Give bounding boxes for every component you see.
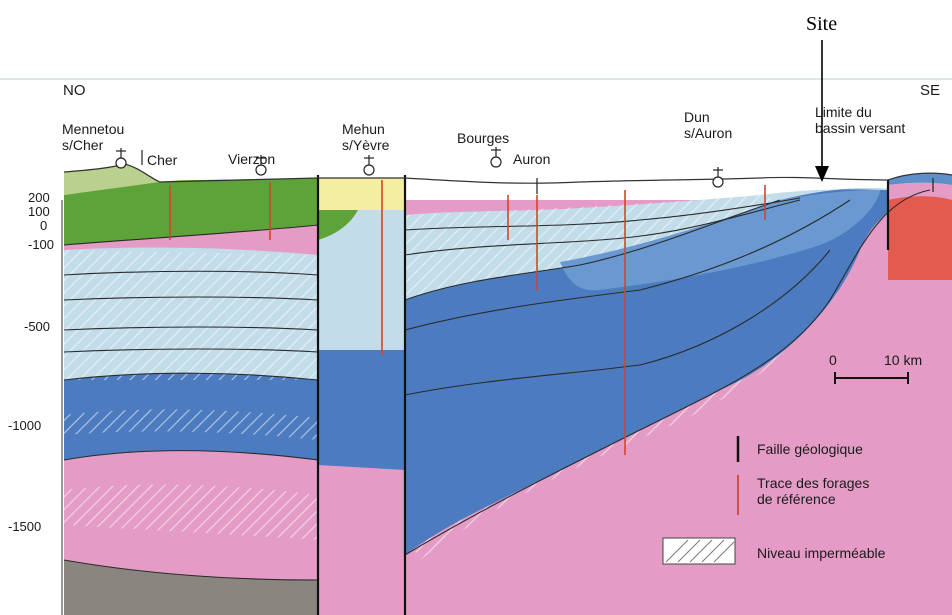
light-green-layer: [64, 164, 160, 195]
place-vierzon: Vierzon: [228, 151, 275, 167]
deep-blue-layer-right: [405, 188, 952, 555]
pink-layer-middle: [318, 460, 405, 615]
pink-layer-far-right: [888, 182, 952, 200]
yellow-surface-middle: [318, 178, 405, 210]
site-arrow: [815, 40, 829, 182]
light-blue-hatch-right: [405, 195, 780, 300]
orientation-left: NO: [63, 82, 86, 99]
boreholes: [169, 180, 766, 455]
orientation-right: SE: [920, 82, 940, 99]
place-mennetou: Mennetou s/Cher: [62, 121, 124, 153]
light-blue-layer-middle: [318, 255, 405, 350]
gray-layer-left: [64, 560, 318, 615]
place-labels: Mennetou s/Cher Cher Vierzon Mehun s/Yèvre…: [62, 104, 905, 168]
site-label: Site: [806, 13, 837, 35]
place-auron: Auron: [513, 151, 550, 167]
legend-hatch-label: Niveau imperméable: [757, 545, 886, 561]
scale-zero: 0: [829, 352, 837, 368]
deep-blue-hatch: [64, 409, 318, 440]
place-cher: Cher: [147, 152, 178, 168]
place-limite: Limite du bassin versant: [815, 104, 905, 136]
depth-label: -100: [28, 237, 54, 252]
green-layer: [64, 178, 318, 245]
red-layer-right: [888, 195, 952, 280]
place-dun: Dun s/Auron: [684, 109, 732, 141]
faults: [316, 175, 890, 615]
depth-axis: 200 100 0 -100 -500 -1000 -1500: [8, 190, 63, 615]
pink-layer-right: [405, 190, 952, 615]
pink-band-hatch: [64, 484, 318, 540]
town-marker-bourges: [490, 147, 502, 168]
legend-fault-label: Faille géologique: [757, 441, 863, 457]
place-bourges: Bourges: [457, 130, 509, 146]
medium-blue-band-right: [560, 190, 880, 291]
strata: [64, 164, 952, 615]
place-mehun: Mehun s/Yèvre: [342, 121, 390, 153]
light-blue-surface-middle: [318, 210, 405, 255]
legend-hatch-symbol: [662, 537, 736, 565]
scale-distance: 10 km: [884, 352, 922, 368]
depth-label: -500: [24, 319, 50, 334]
depth-label: -1500: [8, 519, 41, 534]
town-marker-vierzon: [255, 155, 267, 176]
town-marker-mehun: [363, 155, 375, 176]
depth-label: 0: [40, 218, 47, 233]
town-marker-mennetou: [115, 148, 127, 169]
layer-boundaries: [64, 189, 931, 581]
light-blue-hatch-left: [64, 250, 318, 380]
ground-surface: [63, 163, 952, 184]
deep-blue-layer-middle: [318, 350, 405, 470]
green-layer-middle: [318, 210, 358, 240]
legend-borehole-label: Trace des forages de référence: [757, 475, 869, 507]
depth-label: -1000: [8, 418, 41, 433]
legend: Faille géologique Trace des forages de ré…: [662, 436, 886, 565]
depth-label: 200: [28, 190, 50, 205]
town-markers: [115, 147, 934, 194]
town-marker-dun: [712, 167, 724, 188]
depth-label: 100: [28, 204, 50, 219]
scale-bar: 0 10 km: [829, 352, 922, 384]
